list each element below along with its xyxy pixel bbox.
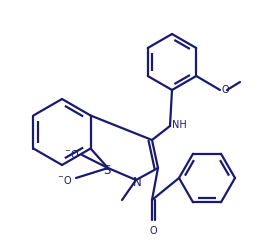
Text: N: N (133, 176, 141, 190)
Text: O: O (149, 226, 157, 236)
Text: O: O (221, 85, 229, 95)
Text: $^{-}$O: $^{-}$O (57, 174, 72, 186)
Text: $^{-}$O: $^{-}$O (64, 148, 79, 160)
Text: NH: NH (172, 120, 187, 130)
Text: S: S (103, 165, 111, 177)
